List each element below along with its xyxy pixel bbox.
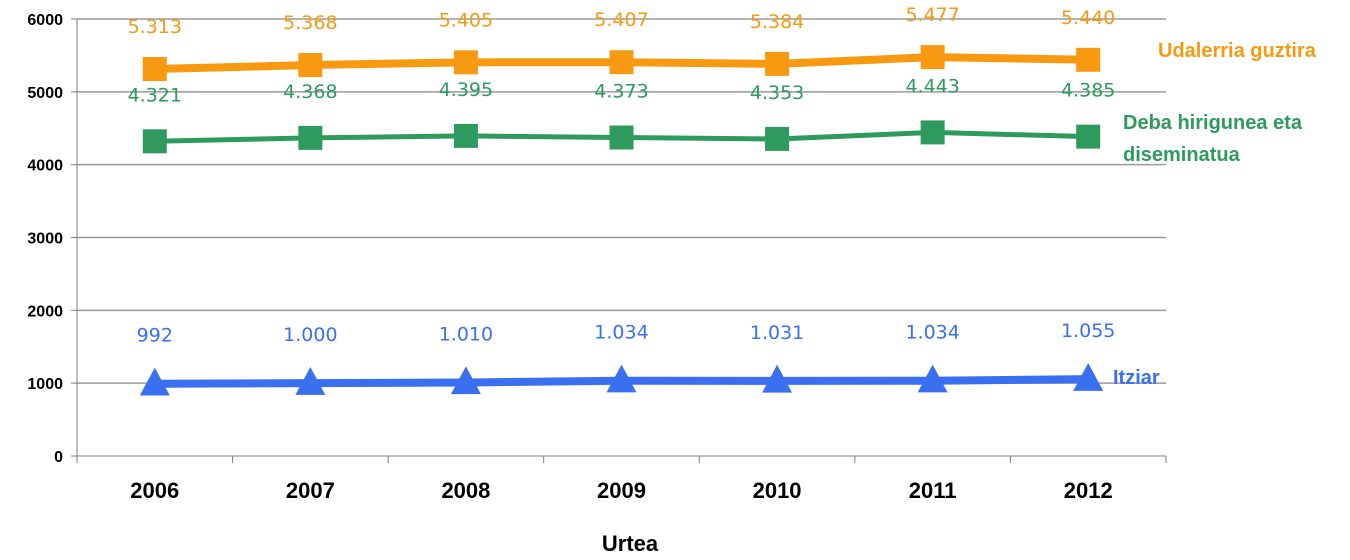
data-label: 1.034 — [594, 322, 648, 344]
data-label: 1.034 — [905, 322, 959, 344]
data-label: 4.395 — [439, 79, 493, 101]
x-tick-label: 2011 — [909, 478, 957, 503]
series-0: 5.313 5.368 5.405 5.407 5.384 5.477 5.440 Udale… — [128, 4, 1317, 82]
data-point — [765, 126, 790, 151]
series-2: 992 1.000 1.010 1.034 1.031 1.034 1.055 Itziar — [137, 320, 1160, 396]
series-name-label: Deba hirigunea eta — [1123, 112, 1303, 134]
data-label: 5.313 — [128, 16, 182, 38]
data-point — [1073, 363, 1104, 391]
data-label: 4.385 — [1061, 80, 1115, 102]
data-point — [920, 120, 945, 145]
data-label: 5.440 — [1061, 7, 1115, 29]
series-1: 4.321 4.368 4.395 4.373 4.353 4.443 4.385 Deba … — [128, 75, 1303, 166]
x-tick-label: 2008 — [441, 478, 490, 503]
data-point — [295, 367, 326, 395]
data-label: 4.373 — [594, 80, 648, 102]
data-label: 4.368 — [283, 81, 337, 103]
data-point — [606, 364, 637, 393]
data-label: 1.055 — [1061, 320, 1115, 342]
data-point — [917, 364, 948, 393]
y-tick-label: 4000 — [27, 158, 63, 175]
y-tick-label: 3000 — [27, 231, 63, 248]
y-tick-label: 1000 — [27, 376, 63, 393]
y-tick-label: 2000 — [27, 303, 63, 320]
data-label: 992 — [137, 325, 173, 347]
x-axis-title: Urtea — [602, 531, 659, 556]
data-label: 5.477 — [905, 4, 959, 26]
x-tick-label: 2006 — [130, 478, 179, 503]
x-tick-label: 2012 — [1064, 478, 1113, 503]
data-label: 4.353 — [750, 82, 804, 104]
data-point — [453, 50, 478, 75]
data-point — [298, 125, 323, 150]
data-label: 5.405 — [439, 9, 493, 31]
data-label: 5.407 — [594, 9, 648, 31]
data-point — [920, 45, 945, 70]
y-tick-label: 5000 — [27, 85, 63, 102]
data-point — [765, 51, 790, 76]
data-label: 4.321 — [128, 84, 182, 106]
data-point — [609, 125, 634, 150]
data-point — [453, 123, 478, 148]
data-label: 1.031 — [750, 322, 804, 344]
data-point — [450, 366, 481, 395]
y-tick-label: 6000 — [27, 12, 63, 29]
data-label: 5.384 — [750, 11, 804, 33]
data-label: 1.010 — [439, 323, 493, 345]
series-name-label: Udalerria guztira — [1158, 40, 1317, 62]
series-name-label: Itziar — [1113, 367, 1160, 389]
data-point — [142, 57, 167, 82]
x-tick-label: 2007 — [286, 478, 335, 503]
data-point — [609, 50, 634, 75]
data-point — [762, 364, 793, 393]
x-tick-label: 2009 — [597, 478, 646, 503]
data-label: 4.443 — [905, 75, 959, 97]
data-label: 1.000 — [283, 324, 337, 346]
x-tick-label: 2010 — [753, 478, 802, 503]
data-label: 5.368 — [283, 12, 337, 34]
data-point — [1076, 124, 1101, 149]
data-point — [1076, 47, 1101, 72]
data-point — [142, 129, 167, 154]
y-tick-label: 0 — [54, 449, 63, 466]
data-point — [298, 53, 323, 78]
data-point — [139, 367, 170, 396]
series-name-label: diseminatua — [1123, 144, 1241, 166]
